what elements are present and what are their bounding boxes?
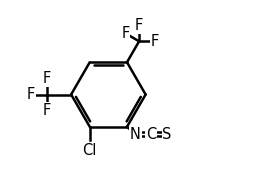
Text: F: F [151,34,159,49]
Text: Cl: Cl [83,143,97,158]
Text: F: F [121,26,130,41]
Text: C: C [146,127,156,142]
Text: S: S [162,127,172,142]
Text: N: N [130,127,141,142]
Text: F: F [43,71,51,86]
Text: F: F [43,103,51,118]
Text: F: F [135,18,143,33]
Text: F: F [27,87,35,102]
